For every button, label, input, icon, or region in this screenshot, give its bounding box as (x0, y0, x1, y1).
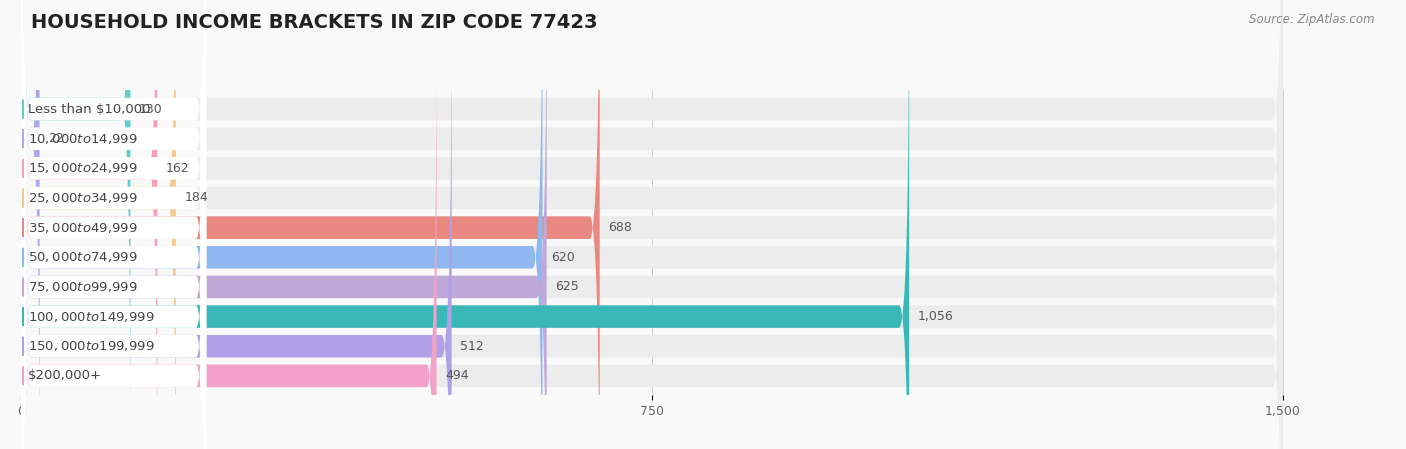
FancyBboxPatch shape (21, 0, 176, 449)
Text: 22: 22 (48, 132, 63, 145)
FancyBboxPatch shape (21, 2, 451, 449)
Text: $25,000 to $34,999: $25,000 to $34,999 (28, 191, 138, 205)
Text: 184: 184 (184, 191, 208, 204)
Text: 625: 625 (555, 281, 579, 294)
Text: 1,056: 1,056 (918, 310, 953, 323)
FancyBboxPatch shape (21, 0, 910, 449)
Text: $150,000 to $199,999: $150,000 to $199,999 (28, 339, 155, 353)
Text: $15,000 to $24,999: $15,000 to $24,999 (28, 161, 138, 176)
FancyBboxPatch shape (21, 0, 1282, 449)
FancyBboxPatch shape (21, 0, 1282, 449)
Text: HOUSEHOLD INCOME BRACKETS IN ZIP CODE 77423: HOUSEHOLD INCOME BRACKETS IN ZIP CODE 77… (31, 13, 598, 32)
FancyBboxPatch shape (21, 0, 543, 449)
Text: 130: 130 (139, 102, 163, 115)
FancyBboxPatch shape (21, 0, 207, 449)
FancyBboxPatch shape (21, 0, 1282, 449)
FancyBboxPatch shape (21, 0, 207, 449)
FancyBboxPatch shape (21, 0, 547, 449)
FancyBboxPatch shape (21, 0, 600, 449)
FancyBboxPatch shape (21, 0, 1282, 449)
FancyBboxPatch shape (21, 0, 207, 449)
FancyBboxPatch shape (21, 31, 436, 449)
FancyBboxPatch shape (21, 0, 207, 449)
FancyBboxPatch shape (21, 31, 207, 449)
FancyBboxPatch shape (21, 2, 1282, 449)
Text: Less than $10,000: Less than $10,000 (28, 102, 150, 115)
FancyBboxPatch shape (21, 0, 1282, 449)
Text: 688: 688 (607, 221, 631, 234)
FancyBboxPatch shape (21, 0, 207, 449)
FancyBboxPatch shape (21, 0, 1282, 449)
FancyBboxPatch shape (21, 0, 1282, 449)
FancyBboxPatch shape (21, 2, 207, 449)
FancyBboxPatch shape (21, 0, 157, 449)
FancyBboxPatch shape (21, 0, 131, 449)
FancyBboxPatch shape (21, 0, 39, 449)
Text: $200,000+: $200,000+ (28, 370, 103, 383)
Text: $50,000 to $74,999: $50,000 to $74,999 (28, 250, 138, 264)
Text: $35,000 to $49,999: $35,000 to $49,999 (28, 220, 138, 235)
Text: $100,000 to $149,999: $100,000 to $149,999 (28, 309, 155, 324)
Text: $75,000 to $99,999: $75,000 to $99,999 (28, 280, 138, 294)
FancyBboxPatch shape (21, 0, 207, 449)
Text: 620: 620 (551, 251, 575, 264)
Text: 512: 512 (460, 340, 484, 353)
Text: 494: 494 (444, 370, 468, 383)
FancyBboxPatch shape (21, 0, 207, 449)
Text: Source: ZipAtlas.com: Source: ZipAtlas.com (1250, 13, 1375, 26)
FancyBboxPatch shape (21, 0, 207, 449)
Text: $10,000 to $14,999: $10,000 to $14,999 (28, 132, 138, 146)
FancyBboxPatch shape (21, 31, 1282, 449)
FancyBboxPatch shape (21, 0, 1282, 449)
Text: 162: 162 (166, 162, 190, 175)
